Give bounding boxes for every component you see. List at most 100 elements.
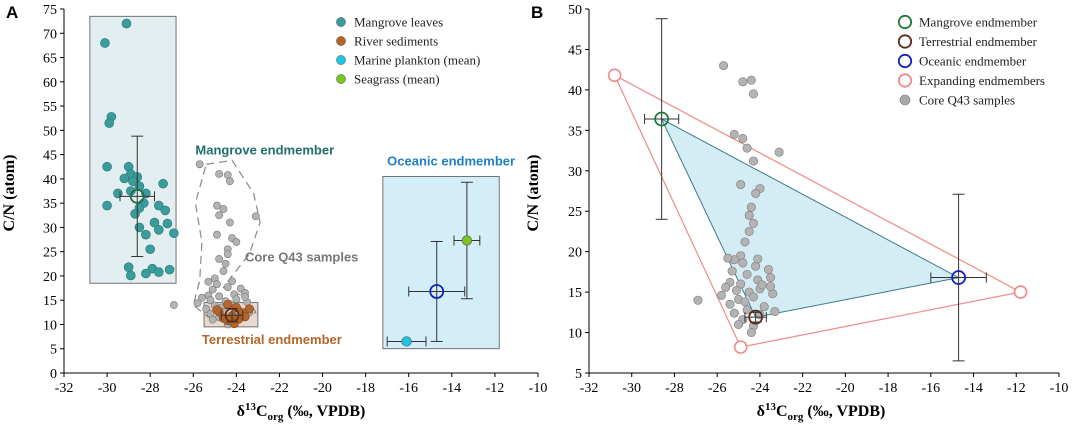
panel-a-y-tick-label: 0 (50, 367, 57, 382)
core-sample-point (746, 75, 756, 85)
core-sample-point (213, 280, 221, 289)
core-sample-point (740, 297, 750, 307)
mangrove-leaf-point (149, 217, 160, 228)
panel-a-x-tick-label: -30 (98, 381, 117, 396)
panel-b-y-tick-label: 30 (568, 165, 582, 180)
core-sample-point (219, 205, 228, 213)
panel-a-y-axis-label: C/N (atom) (1, 155, 18, 232)
mangrove-leaf-point (121, 18, 132, 29)
panel-b-x-tick-label: -32 (580, 381, 599, 396)
mangrove-leaf-point (154, 267, 164, 277)
core-sample-point (748, 89, 758, 99)
legend-marker (897, 14, 913, 30)
panel-a-y-tick-label: 10 (43, 318, 57, 333)
panel-a-y-tick-label: 40 (43, 173, 57, 188)
panel-b-x-tick-label: -22 (793, 381, 812, 396)
core-sample-point (225, 218, 234, 227)
core-sample-point (202, 305, 211, 313)
core-sample-point (213, 230, 221, 239)
panel-a-x-tick-label: -24 (227, 381, 246, 396)
core-sample-point (719, 61, 729, 71)
marine-plankton-mean-point (401, 336, 412, 347)
core-sample-point (219, 267, 228, 275)
core-sample-point (774, 147, 784, 157)
panel-a-x-tick-label: -22 (270, 381, 289, 396)
mangrove-endmember-point (654, 111, 670, 127)
panel-a-y-tick-label: 55 (43, 100, 57, 115)
panel-b-label: B (531, 3, 543, 22)
river-sediment-point (223, 299, 233, 310)
annotation-3: Terrestrial endmember (202, 332, 342, 347)
panel-a-x-tick-label: -14 (442, 381, 461, 396)
panel-b-y-tick-label: 25 (568, 205, 582, 220)
core-sample-point (223, 250, 232, 258)
core-sample-point (742, 269, 752, 279)
panel-a-x-tick-label: -26 (184, 381, 203, 396)
oceanic-endmember-point (951, 270, 966, 285)
legend-marker (336, 36, 346, 46)
panel-b-x-tick-label: -24 (751, 381, 770, 396)
core-sample-point (748, 156, 758, 166)
mangrove-leaf-point (154, 200, 164, 211)
core-sample-point (208, 285, 217, 294)
panel-a-y-tick-label: 75 (43, 3, 57, 18)
legend-marker (336, 17, 346, 27)
legend-label: Core Q43 samples (919, 93, 1015, 108)
core-sample-point (757, 280, 767, 290)
panel-b-y-axis-label: C/N (atom) (525, 155, 542, 232)
panel-a-x-tick-label: -20 (313, 381, 332, 396)
seagrass-mean-point (461, 235, 473, 246)
core-sample-point (744, 210, 754, 220)
core-sample-point (169, 301, 178, 309)
core-sample-point (738, 77, 748, 87)
core-sample-point (766, 273, 776, 283)
annotation-1: Oceanic endmember (387, 153, 515, 168)
core-sample-point (228, 277, 236, 286)
panel-b-x-axis-label: δ13Corg (‰, VPDB) (757, 401, 886, 423)
legend-marker (336, 55, 346, 65)
core-sample-point (748, 218, 758, 228)
legend-marker (899, 94, 911, 106)
core-sample-point (729, 308, 739, 318)
core-sample-point (742, 305, 752, 315)
panel-b-x-tick-label: -28 (665, 381, 684, 396)
panel-b-x-tick-label: -18 (879, 381, 898, 396)
core-sample-point (241, 292, 249, 301)
core-sample-point (738, 258, 748, 268)
core-sample-point (208, 315, 217, 324)
core-sample-point (727, 266, 737, 276)
legend-marker (897, 53, 913, 69)
mangrove-leaf-point (102, 200, 112, 211)
core-sample-point (744, 226, 754, 236)
core-sample-point (215, 170, 224, 178)
mangrove-leaf-point (102, 161, 112, 172)
panel-a-x-tick-label: -18 (356, 381, 375, 396)
panel-b-x-tick-label: -26 (708, 381, 727, 396)
core-sample-point (693, 295, 703, 305)
core-sample-point (736, 279, 746, 289)
panel-b: B -32 -30 -28 -26 -24 -22 -20 -18 -16 -14 -12 -10 5 1… (525, 3, 1068, 423)
core-sample-point (197, 293, 206, 302)
mangrove-box (89, 15, 177, 284)
panel-b-y-tick-label: 10 (568, 327, 582, 342)
legend-label: Mangrove leaves (354, 15, 443, 30)
endmember-triangle (660, 117, 961, 318)
panel-a-y-tick-label: 50 (43, 124, 57, 139)
core-sample-point (751, 188, 761, 198)
legend-label: Marine plankton (mean) (354, 53, 480, 68)
panel-b-y-tick-label: 50 (568, 3, 582, 18)
panel-a-y-tick-label: 25 (43, 246, 57, 261)
core-sample-point (215, 211, 224, 220)
mangrove-leaf-point (134, 222, 145, 233)
mangrove-leaf-point (169, 228, 179, 239)
core-sample-point (204, 277, 213, 286)
legend-label: Terrestrial endmember (919, 34, 1038, 49)
panel-b-y-tick-label: 15 (568, 286, 582, 301)
mangrove-leaf-point (141, 268, 151, 279)
core-sample-point (740, 237, 750, 247)
legend-marker (897, 34, 913, 49)
panel-a-y-tick-label: 70 (43, 27, 57, 42)
core-sample-point (748, 292, 758, 302)
expanding-endmember-point (733, 340, 748, 354)
